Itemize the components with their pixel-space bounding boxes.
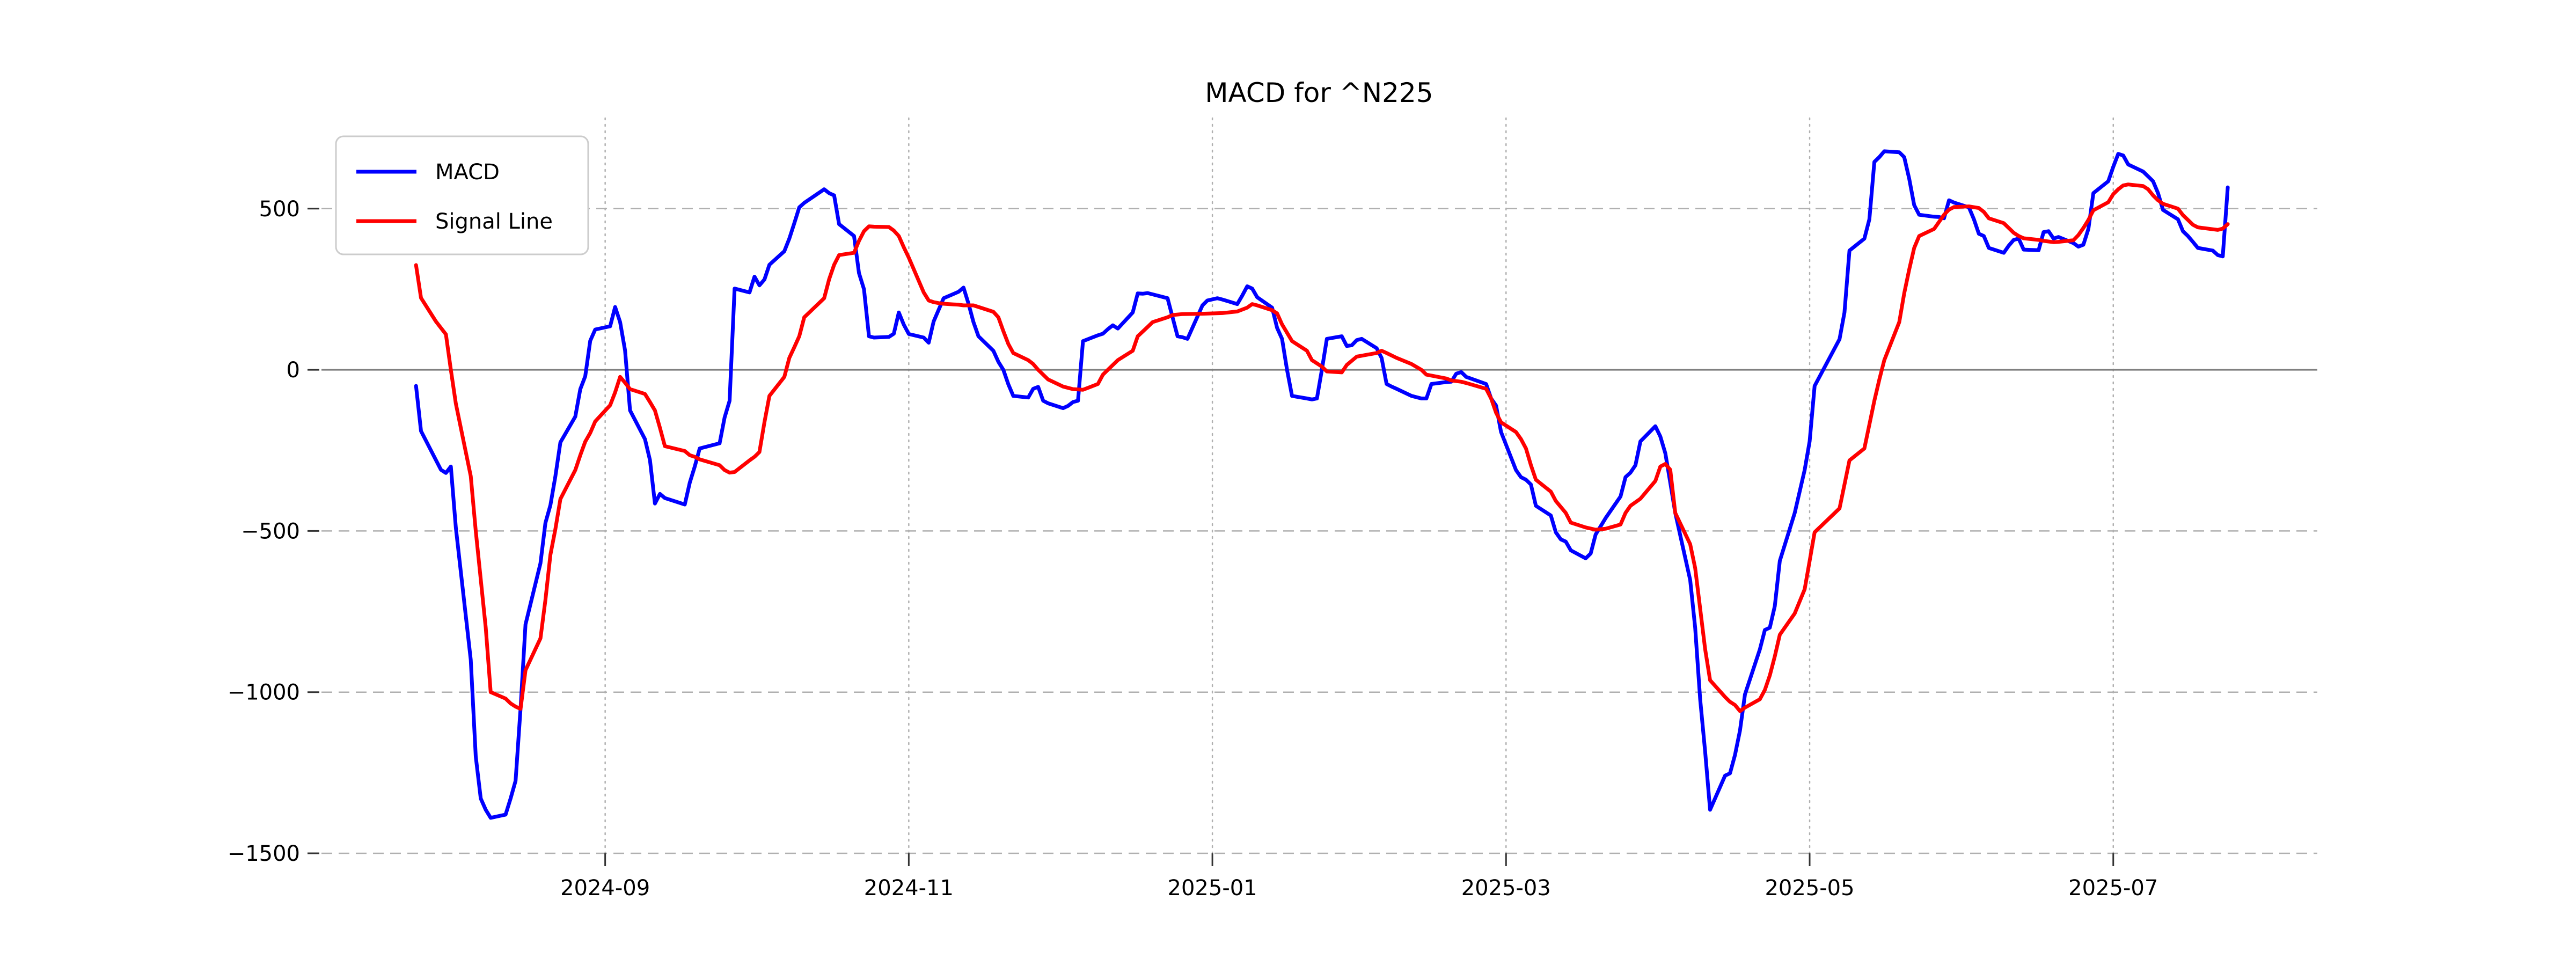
x-tick-label: 2025-03	[1461, 876, 1551, 901]
y-tick-label: −1000	[228, 680, 300, 705]
horizontal-gridlines	[321, 208, 2317, 854]
x-tick-label: 2024-09	[560, 876, 650, 901]
signal-line	[414, 182, 2230, 713]
x-tick-label: 2025-01	[1168, 876, 1257, 901]
series-lines	[414, 149, 2230, 820]
y-tick-label: −500	[241, 519, 300, 544]
vertical-gridlines	[604, 117, 2114, 854]
legend-box	[335, 135, 589, 255]
legend-label-signal-line: Signal Line	[435, 209, 553, 234]
axis-ticks	[308, 208, 2114, 866]
y-tick-label: 500	[259, 197, 300, 222]
legend-label-macd: MACD	[435, 160, 500, 185]
legend: MACD Signal Line	[335, 135, 589, 255]
macd-line	[414, 149, 2230, 820]
chart-title: MACD for ^N225	[1205, 77, 1433, 108]
x-tick-label: 2025-07	[2068, 876, 2158, 901]
x-tick-label: 2025-05	[1765, 876, 1854, 901]
y-tick-label: −1500	[228, 841, 300, 866]
y-tick-label: 0	[287, 358, 300, 383]
x-tick-label: 2024-11	[864, 876, 954, 901]
axis-tick-labels: 500 0 −500 −1000 −1500 2024-09 2024-11 2025-01 2…	[228, 197, 2158, 901]
